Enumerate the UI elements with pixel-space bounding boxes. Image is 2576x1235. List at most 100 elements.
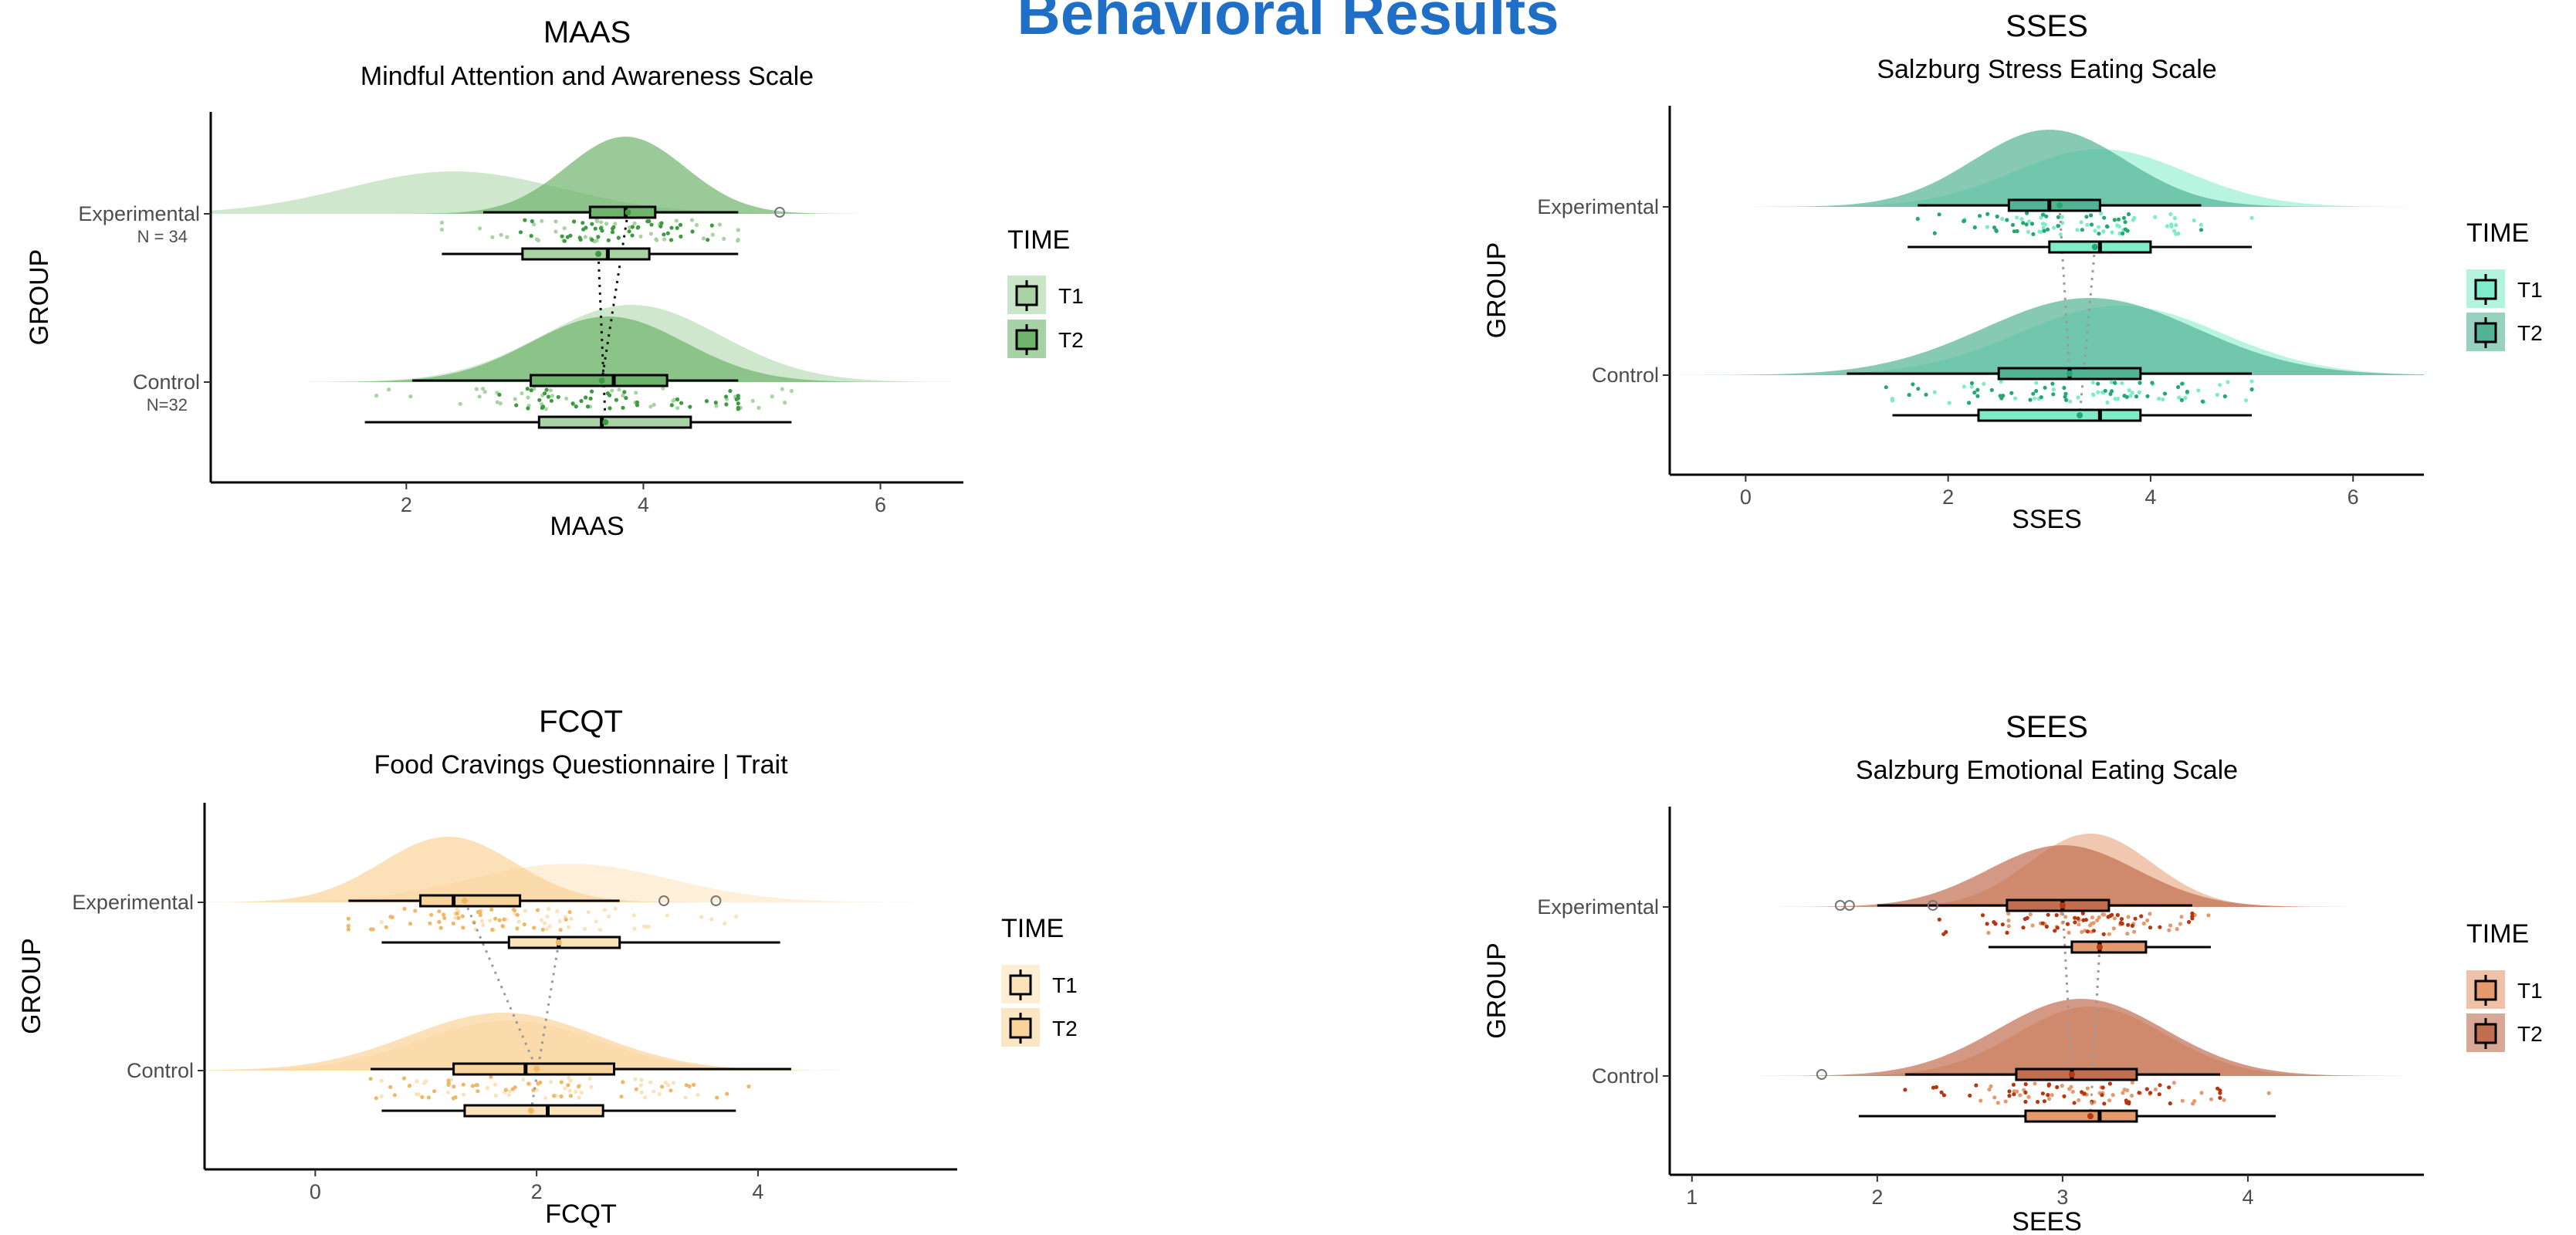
rain-dot — [634, 391, 638, 395]
legend: TIME T1 T2 — [1001, 914, 1078, 1047]
rain-dot — [2113, 397, 2117, 401]
rain-dot — [2120, 922, 2124, 926]
rain-dot — [543, 1096, 548, 1101]
rain-dot — [2096, 381, 2100, 386]
rain-dot — [568, 1094, 574, 1098]
rain-dot — [489, 1074, 493, 1079]
rain-dot — [725, 1091, 729, 1096]
rain-dot — [506, 1093, 512, 1098]
rain-dot — [2168, 211, 2173, 216]
rain-dot — [566, 1083, 570, 1088]
rain-dot — [734, 397, 739, 401]
rain-dot — [699, 915, 704, 919]
rain-dot — [2051, 392, 2056, 397]
rain-dot — [567, 910, 572, 915]
rain-dot — [590, 238, 594, 242]
rain-dot — [2039, 394, 2043, 400]
boxplots — [1847, 198, 2253, 422]
rain-dot — [704, 399, 709, 404]
rain-dot — [476, 1089, 480, 1094]
rain-dot — [2113, 381, 2117, 385]
rain-dot — [2050, 1093, 2054, 1098]
rain-dot — [546, 394, 551, 399]
rain-dot — [2139, 914, 2144, 919]
rain-dot — [1987, 1087, 1992, 1092]
rain-dot — [627, 229, 631, 234]
rain-dot — [2069, 1084, 2073, 1089]
rain-dot — [1975, 387, 1980, 392]
rain-dot — [2111, 1093, 2115, 1098]
rain-dot — [2024, 222, 2029, 227]
rain-dot — [532, 222, 537, 227]
rain-dot — [574, 404, 578, 409]
rain-dot — [646, 925, 651, 929]
rain-dot — [715, 1095, 719, 1100]
rain-dot — [709, 917, 714, 922]
rain-dot — [2222, 394, 2227, 399]
rain-dot — [540, 927, 545, 932]
rain-dot — [2081, 918, 2086, 922]
rain-dot — [2199, 228, 2204, 232]
rain-dot — [401, 1076, 407, 1081]
rain-dot — [606, 914, 611, 919]
rain-dot — [692, 1082, 696, 1087]
rain-dot — [556, 394, 560, 399]
rain-dot — [2023, 917, 2027, 922]
rain-dot — [723, 921, 727, 925]
rain-dot — [2171, 1081, 2176, 1085]
rain-dot — [2141, 921, 2146, 926]
rain-dot — [1962, 384, 1966, 389]
rain-dot — [2012, 1092, 2016, 1097]
rain-dot — [488, 919, 493, 923]
rain-dot — [2034, 381, 2039, 385]
mean-marker — [2067, 370, 2073, 377]
rain-dot — [525, 387, 530, 391]
rain-dot — [2100, 1093, 2104, 1098]
rain-dot — [2005, 218, 2009, 222]
rain-dot — [2051, 225, 2056, 230]
rain-dot — [2153, 215, 2158, 219]
legend-title: TIME — [1007, 225, 1070, 255]
rain-dot — [608, 406, 612, 411]
rain-dot — [614, 398, 619, 402]
rain-dot — [2115, 912, 2120, 918]
rain-dot — [710, 232, 715, 237]
rain-dots — [346, 906, 751, 1101]
rain-dot — [683, 1095, 688, 1100]
rain-dot — [2030, 923, 2035, 928]
rain-dot — [1969, 381, 1975, 385]
x-tick-label: 4 — [638, 493, 649, 516]
rain-dots — [1903, 911, 2271, 1106]
rain-dot — [2009, 391, 2014, 395]
x-tick-label: 2 — [531, 1180, 543, 1203]
group-n-label: N = 34 — [137, 227, 188, 246]
rain-dot — [643, 1095, 648, 1100]
rain-dot — [594, 218, 599, 222]
rain-dot — [553, 219, 558, 224]
rain-dot — [2046, 912, 2050, 917]
rain-dot — [632, 926, 637, 931]
distributions — [1670, 130, 2424, 375]
rain-dot — [2249, 215, 2254, 220]
rain-dot — [2023, 1099, 2028, 1104]
rain-dot — [2169, 222, 2174, 227]
rain-dot — [2063, 915, 2068, 919]
box-t2 — [2007, 198, 2101, 212]
rain-dot — [657, 1091, 662, 1097]
x-tick-label: 0 — [1740, 486, 1752, 509]
rain-dot — [503, 1088, 509, 1092]
rain-dot — [429, 912, 434, 917]
rain-dot — [690, 229, 695, 234]
box-t2 — [2006, 898, 2111, 912]
rain-dot — [461, 1092, 466, 1097]
rain-dot — [402, 906, 407, 911]
rain-dot — [490, 235, 495, 239]
rain-dot — [1947, 401, 1951, 405]
rain-dot — [481, 922, 486, 927]
rain-dots — [374, 218, 794, 411]
rain-dot — [520, 391, 524, 396]
rain-dot — [438, 925, 443, 930]
rain-dot — [1985, 922, 1989, 926]
rain-dot — [529, 234, 533, 239]
